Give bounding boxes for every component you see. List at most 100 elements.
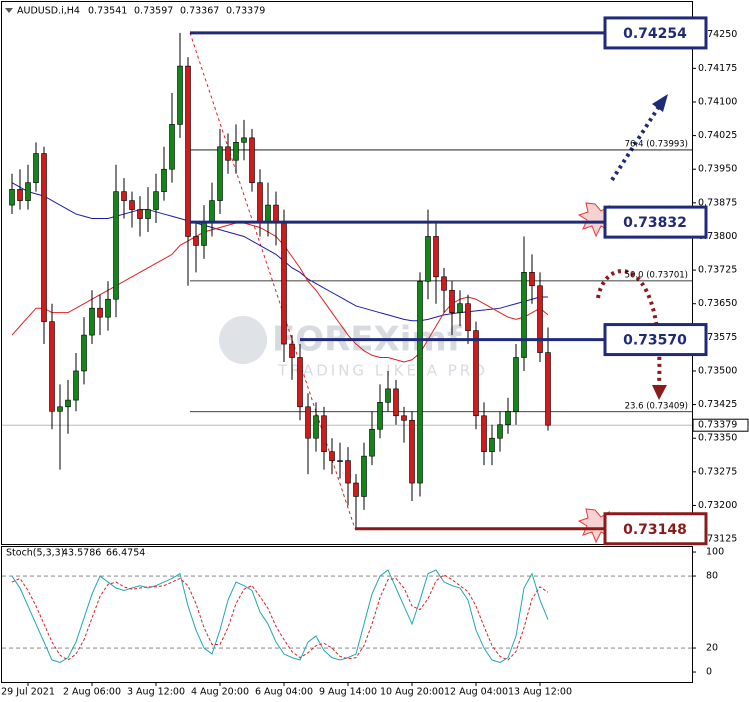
- current-price-label: 0.73379: [698, 420, 737, 431]
- stoch-panel: [1, 546, 693, 683]
- candle-body: [537, 285, 543, 353]
- x-tick-label: 29 Jul 2021: [1, 687, 55, 698]
- price-box: [603, 16, 708, 50]
- candle-body: [401, 415, 407, 421]
- candle-body: [385, 388, 391, 403]
- candle-body: [17, 189, 23, 201]
- candle-body: [249, 137, 255, 183]
- candle-body: [345, 460, 351, 484]
- candle-body: [25, 182, 31, 201]
- y-tick-label: 0.73350: [698, 433, 737, 444]
- candle-body: [281, 222, 287, 345]
- candle-body: [145, 209, 151, 219]
- candle-body: [121, 191, 127, 201]
- x-tick-label: 13 Aug 12:00: [508, 687, 572, 698]
- candle-body: [473, 330, 479, 417]
- y-tick-label: 0.73950: [698, 164, 737, 175]
- candle-body: [321, 415, 327, 452]
- header-value: 0.73597: [134, 6, 173, 17]
- candle-body: [545, 352, 551, 426]
- candle-body: [529, 272, 535, 287]
- candle-body: [449, 289, 455, 313]
- x-tick-label: 10 Aug 20:00: [380, 687, 444, 698]
- candle-body: [185, 65, 191, 237]
- x-tick-label: 4 Aug 20:00: [191, 687, 249, 698]
- candle-body: [81, 334, 87, 372]
- candle-body: [353, 482, 359, 497]
- candle-body: [113, 191, 119, 300]
- header-value: 0.73541: [88, 6, 127, 17]
- candle-body: [97, 307, 103, 318]
- x-tick-label: 9 Aug 14:00: [319, 687, 377, 698]
- candle-body: [329, 451, 335, 461]
- candle-body: [369, 428, 375, 457]
- candle-body: [393, 388, 399, 417]
- candle-body: [513, 357, 519, 412]
- candle-body: [313, 415, 319, 439]
- y-tick-label: 0.73425: [698, 399, 737, 410]
- current-price-tag: [692, 418, 749, 432]
- fib-label: 23.6 (0.73409): [625, 401, 688, 411]
- candle-body: [265, 204, 271, 224]
- candle-body: [433, 236, 439, 278]
- y-tick-label: 0.74025: [698, 130, 737, 141]
- y-tick-label: 0.74175: [698, 63, 737, 74]
- candle-body: [33, 153, 39, 183]
- y-tick-label: 80: [706, 571, 718, 582]
- watermark-tagline: TRADING LIKE A PRO: [277, 362, 488, 380]
- x-tick-label: 6 Aug 04:00: [255, 687, 313, 698]
- header-value: 0.73367: [180, 6, 219, 17]
- candle-body: [9, 189, 15, 206]
- candle-body: [481, 415, 487, 452]
- price-box-label: 0.73148: [623, 522, 687, 538]
- candle-body: [273, 204, 279, 224]
- candle-body: [57, 406, 63, 412]
- price-box-label: 0.73570: [623, 333, 687, 349]
- x-tick-label: 2 Aug 06:00: [63, 687, 121, 698]
- candle-body: [105, 298, 111, 318]
- candle-body: [153, 191, 159, 210]
- candle-body: [289, 343, 295, 358]
- candle-body: [297, 357, 303, 408]
- y-tick-label: 0.73800: [698, 231, 737, 242]
- candle-body: [169, 124, 175, 170]
- y-tick-label: 0.74100: [698, 96, 737, 107]
- price-box-label: 0.74254: [623, 26, 687, 42]
- candle-body: [505, 411, 511, 426]
- candle-body: [409, 419, 415, 484]
- y-tick-label: 20: [706, 643, 718, 654]
- indicator-value: 43.5786: [62, 548, 101, 559]
- y-tick-label: 0.74250: [698, 29, 737, 40]
- y-tick-label: 0.73200: [698, 500, 737, 511]
- candle-body: [457, 303, 463, 313]
- header-value: 0.73379: [226, 6, 265, 17]
- candle-body: [417, 280, 423, 484]
- y-tick-label: 0.73725: [698, 265, 737, 276]
- candle-body: [89, 307, 95, 336]
- candle-body: [41, 153, 47, 322]
- candle-body: [193, 236, 199, 246]
- candle-body: [497, 424, 503, 439]
- price-box: [603, 512, 708, 546]
- candle-body: [241, 137, 247, 143]
- price-box: [603, 323, 708, 357]
- candle-body: [73, 370, 79, 401]
- y-tick-label: 0.73575: [698, 332, 737, 343]
- arrow-down: [596, 269, 662, 386]
- candle-body: [177, 65, 183, 125]
- stoch-line: [11, 574, 549, 661]
- candle-body: [377, 402, 383, 430]
- stoch-line: [11, 569, 549, 663]
- price-box: [603, 205, 708, 239]
- candle-body: [225, 146, 231, 161]
- candle-body: [137, 209, 143, 219]
- candle-body: [305, 406, 311, 439]
- candle-body: [209, 200, 215, 224]
- candle-body: [441, 276, 447, 291]
- candle-body: [233, 142, 239, 161]
- moving-average: [11, 222, 549, 363]
- x-tick-label: 3 Aug 12:00: [127, 687, 185, 698]
- candle-body: [201, 222, 207, 246]
- symbol-icon: [5, 8, 13, 13]
